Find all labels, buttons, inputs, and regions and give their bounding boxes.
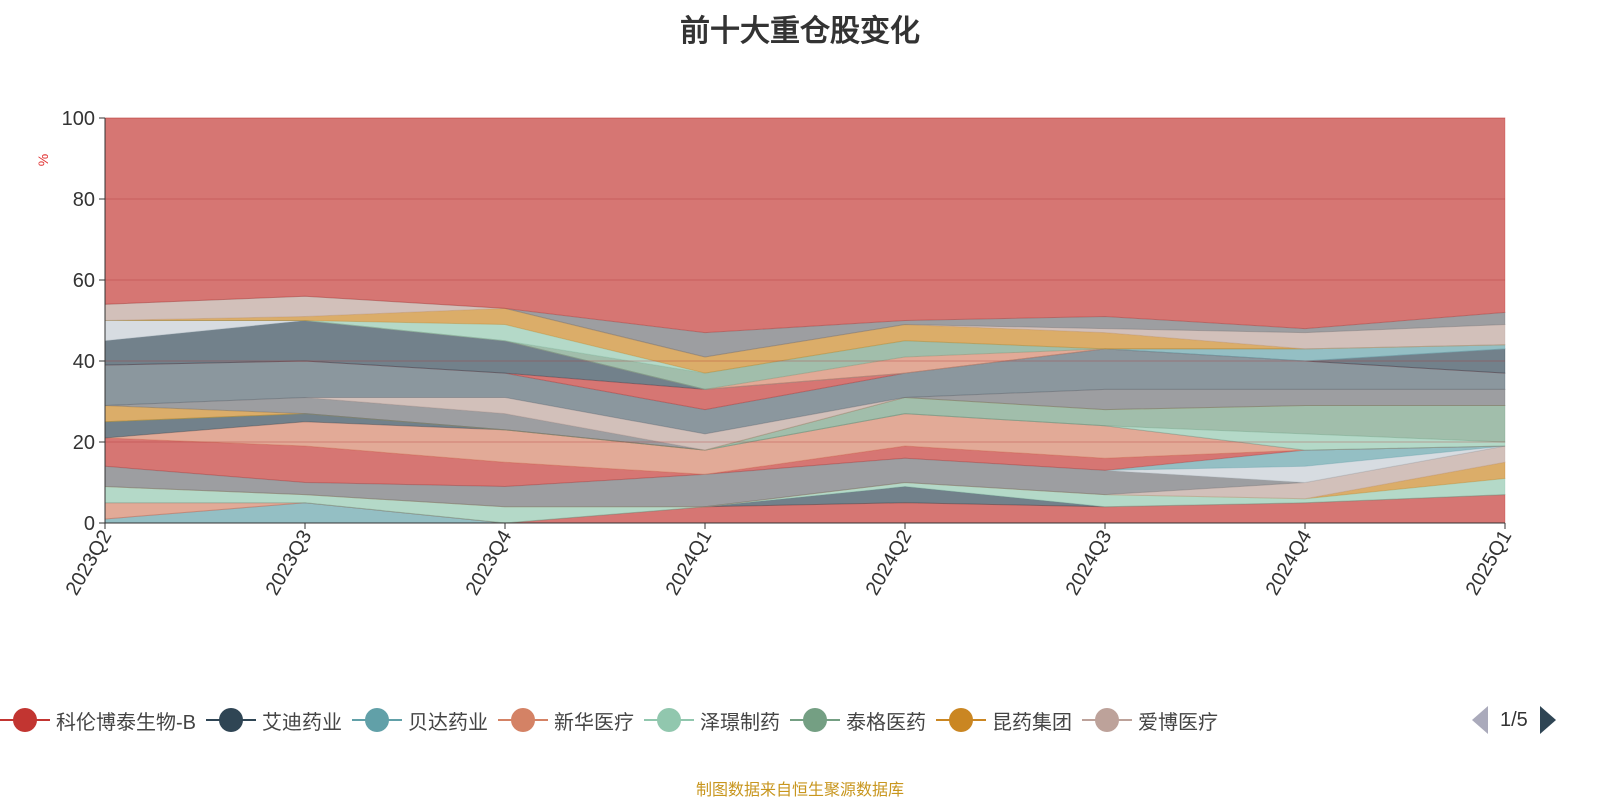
- x-tick-label: 2024Q1: [662, 527, 717, 600]
- legend-page: 1/5: [1500, 708, 1528, 731]
- x-tick-label: 2024Q2: [862, 527, 917, 600]
- legend-label: 新华医疗: [554, 711, 634, 734]
- legend-symbol-icon: [644, 708, 694, 732]
- legend-item[interactable]: 昆药集团: [936, 706, 1072, 735]
- legend-label: 艾迪药业: [262, 711, 342, 734]
- legend-label: 泽璟制药: [700, 711, 780, 734]
- legend-symbol-icon: [790, 708, 840, 732]
- y-tick-label: 0: [84, 513, 95, 535]
- legend-symbol-icon: [936, 708, 986, 732]
- legend-symbol-icon: [352, 708, 402, 732]
- y-tick-label: 20: [73, 432, 95, 454]
- legend-pager: 1/5: [1472, 706, 1556, 734]
- legend-prev-icon[interactable]: [1472, 706, 1488, 734]
- y-tick-label: 40: [73, 351, 95, 373]
- x-tick-label: 2025Q1: [1462, 527, 1517, 600]
- y-axis-label: %: [35, 154, 51, 166]
- legend: 科伦博泰生物-B 艾迪药业 贝达药业 新华医疗 泽璟制药 泰格医药 昆药集团 爱博医疗: [0, 706, 1228, 734]
- legend-item[interactable]: 泽璟制药: [644, 706, 780, 735]
- x-tick-label: 2024Q4: [1262, 527, 1317, 600]
- legend-label: 贝达药业: [408, 711, 488, 734]
- legend-label: 科伦博泰生物-B: [56, 711, 196, 734]
- legend-item[interactable]: 艾迪药业: [206, 706, 342, 735]
- y-tick-label: 100: [62, 108, 95, 130]
- x-tick-label: 2023Q4: [462, 527, 517, 600]
- x-tick-label: 2023Q2: [62, 527, 117, 600]
- area-layer-10[interactable]: [104, 437, 1506, 488]
- legend-item[interactable]: 贝达药业: [352, 706, 488, 735]
- x-tick-label: 2023Q3: [262, 527, 317, 600]
- legend-item[interactable]: 科伦博泰生物-B: [0, 706, 196, 735]
- legend-symbol-icon: [206, 708, 256, 732]
- area-layer-29[interactable]: [104, 117, 1506, 334]
- legend-label: 泰格医药: [846, 711, 926, 734]
- legend-label: 昆药集团: [992, 711, 1072, 734]
- source-note: 制图数据来自恒生聚源数据库: [695, 782, 904, 799]
- y-tick-label: 80: [73, 189, 95, 211]
- legend-symbol-icon: [1082, 708, 1132, 732]
- legend-next-icon[interactable]: [1539, 706, 1556, 734]
- x-tick-label: 2024Q3: [1062, 527, 1117, 600]
- legend-label: 爱博医疗: [1138, 711, 1218, 734]
- legend-symbol-icon: [0, 708, 50, 732]
- legend-item[interactable]: 新华医疗: [498, 706, 634, 735]
- legend-item[interactable]: 爱博医疗: [1082, 706, 1218, 735]
- legend-symbol-icon: [498, 708, 548, 732]
- chart-title: 前十大重仓股变化: [680, 15, 920, 48]
- legend-item[interactable]: 泰格医药: [790, 706, 926, 735]
- y-tick-label: 60: [73, 270, 95, 292]
